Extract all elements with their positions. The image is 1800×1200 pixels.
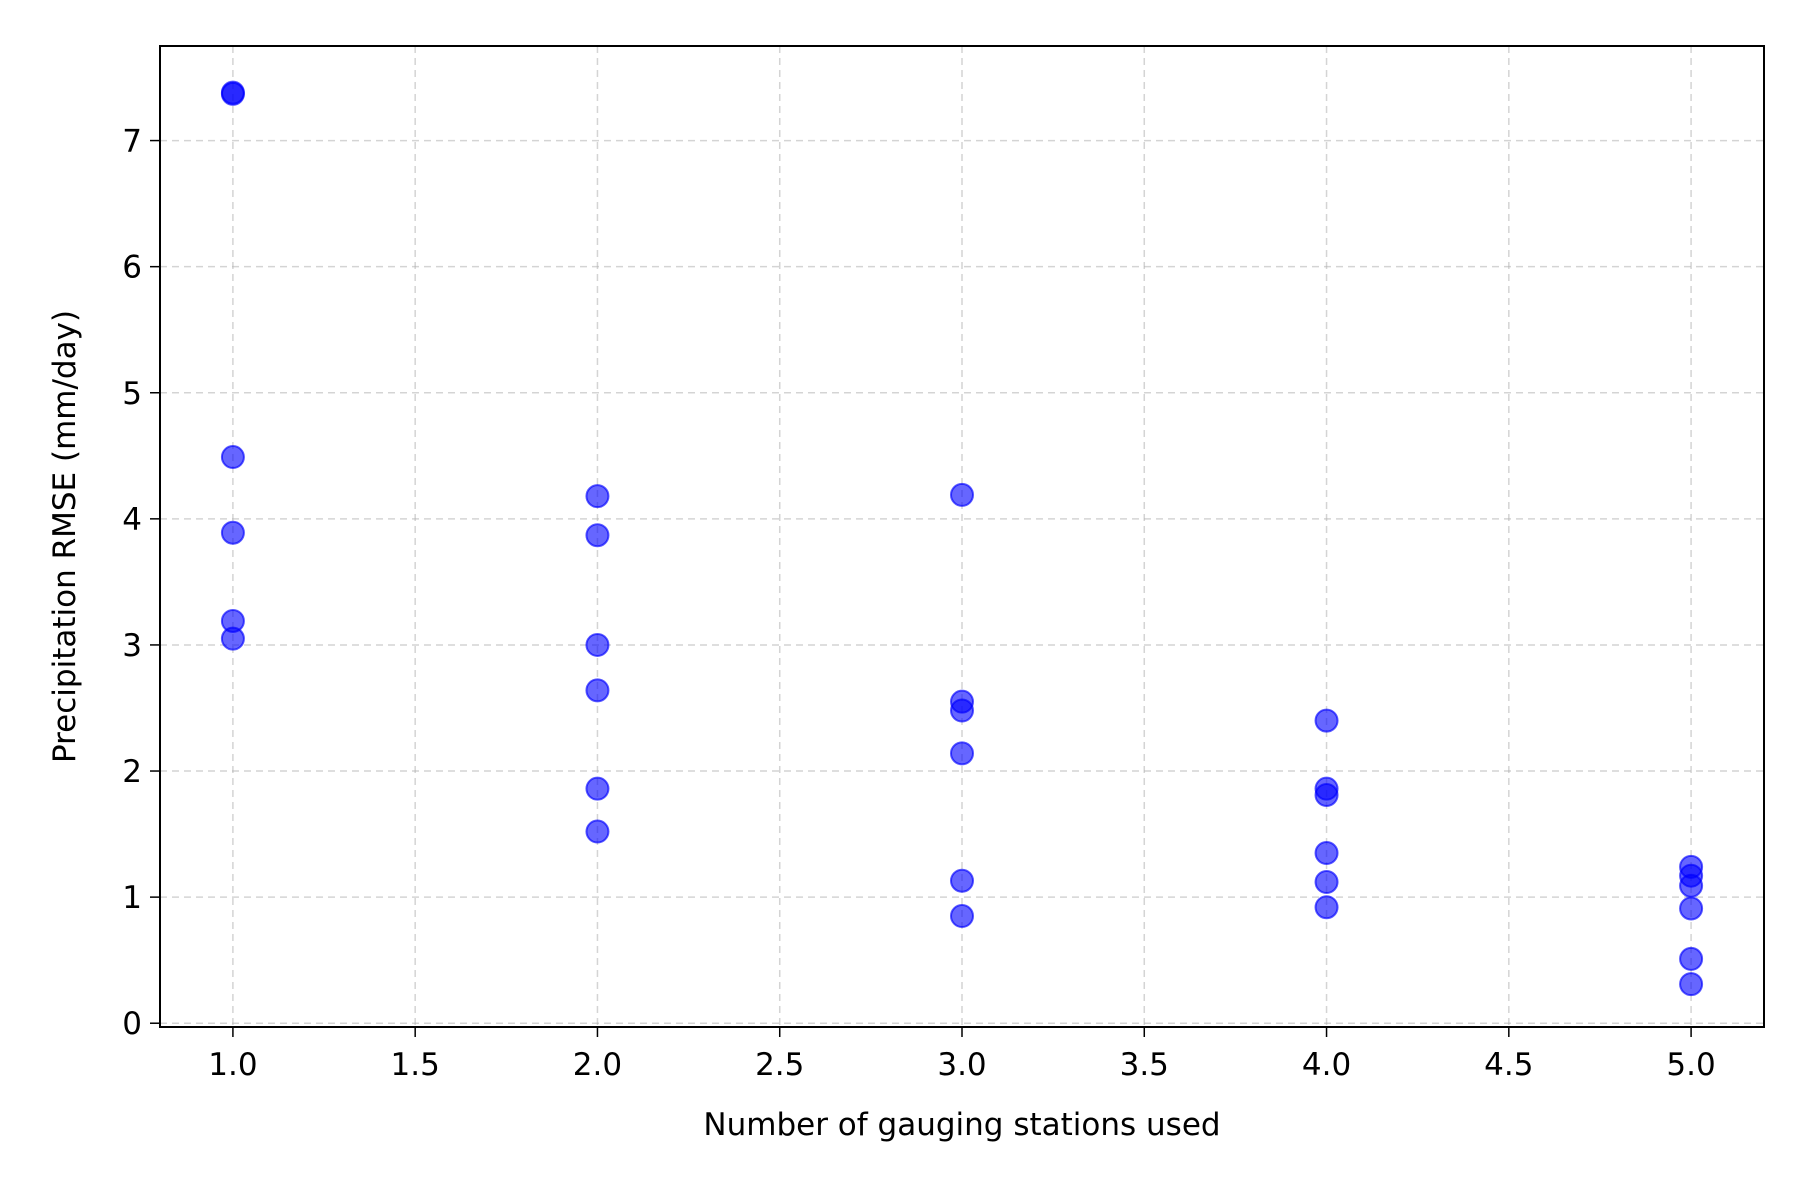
- data-point: [950, 482, 974, 507]
- y-tick-label: 6: [122, 250, 142, 286]
- data-point: [1314, 782, 1339, 807]
- x-tick-label: 2.0: [573, 1047, 622, 1083]
- y-tick-label: 0: [122, 1006, 142, 1042]
- data-point: [950, 904, 974, 929]
- x-tick-label: 5.0: [1666, 1047, 1715, 1083]
- data-points: [220, 80, 1704, 997]
- data-point: [585, 632, 610, 657]
- data-point: [1679, 896, 1704, 921]
- data-point: [1679, 946, 1704, 971]
- data-point: [1314, 708, 1339, 733]
- x-tick-label: 3.5: [1120, 1047, 1169, 1083]
- x-axis: 1.0 1.5 2.0 2.5 3.0 3.5 4.0 4.5 5.0: [208, 1027, 1716, 1083]
- data-point: [1314, 869, 1339, 894]
- data-point: [950, 698, 974, 723]
- data-point: [1679, 972, 1704, 997]
- data-point: [1314, 840, 1339, 865]
- data-point: [1314, 895, 1339, 920]
- data-point: [585, 819, 610, 844]
- data-point: [585, 484, 610, 509]
- y-tick-label: 5: [122, 376, 142, 412]
- data-point: [220, 81, 245, 106]
- x-tick-label: 2.5: [755, 1047, 804, 1083]
- y-tick-label: 3: [122, 628, 142, 664]
- y-tick-label: 2: [122, 754, 142, 790]
- x-axis-label: Number of gauging stations used: [703, 1107, 1220, 1143]
- data-point: [1679, 873, 1704, 898]
- y-axis: 0 1 2 3 4 5 6 7: [122, 124, 160, 1042]
- y-tick-label: 1: [122, 880, 142, 916]
- y-tick-label: 4: [122, 502, 142, 538]
- x-tick-label: 4.5: [1484, 1047, 1533, 1083]
- data-point: [950, 868, 974, 893]
- data-point: [950, 741, 974, 766]
- data-point: [220, 626, 245, 651]
- y-tick-label: 7: [122, 124, 142, 160]
- y-axis-label: Precipitation RMSE (mm/day): [47, 310, 83, 763]
- data-point: [220, 520, 245, 545]
- x-tick-label: 1.0: [208, 1047, 257, 1083]
- data-point: [220, 445, 245, 470]
- x-tick-label: 4.0: [1302, 1047, 1351, 1083]
- x-tick-label: 3.0: [937, 1047, 986, 1083]
- plot-frame: [159, 45, 1765, 1028]
- x-tick-label: 1.5: [391, 1047, 440, 1083]
- data-point: [585, 678, 610, 703]
- data-point: [585, 776, 610, 801]
- data-point: [585, 523, 610, 548]
